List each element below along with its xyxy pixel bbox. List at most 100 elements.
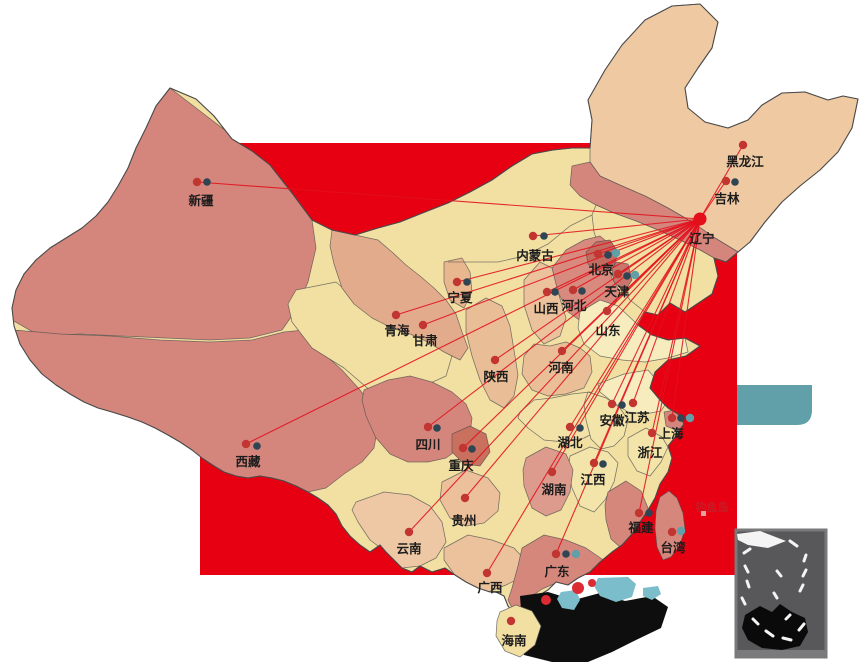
- flow-line-qinghai: [395, 218, 701, 316]
- dot-red-xizang[interactable]: [241, 439, 251, 449]
- dot-cyan-beijing[interactable]: [611, 248, 621, 258]
- dot-red-jiangxi[interactable]: [589, 458, 599, 468]
- dot-red-shandong[interactable]: [602, 306, 612, 316]
- region-taiwan[interactable]: [654, 490, 686, 561]
- dot-red-hainan[interactable]: [506, 616, 516, 626]
- dot-navy-tianjin[interactable]: [623, 272, 631, 280]
- province-label-jiangxi: 江西: [580, 472, 605, 487]
- dot-red-qinghai[interactable]: [391, 310, 401, 320]
- dot-navy-chongqing[interactable]: [468, 445, 476, 453]
- province-label-xinjiang: 新疆: [188, 193, 214, 208]
- province-label-gansu: 甘肃: [412, 333, 438, 348]
- dot-red-hubei[interactable]: [565, 422, 575, 432]
- teal-rounded-box: [737, 385, 812, 425]
- dot-red-chongqing[interactable]: [458, 443, 468, 453]
- dot-red-sichuan[interactable]: [423, 422, 433, 432]
- flow-line-sichuan: [427, 218, 701, 428]
- dot-red-jilin[interactable]: [721, 176, 731, 186]
- dot-red-tianjin[interactable]: [613, 269, 623, 279]
- region-henan[interactable]: [521, 341, 593, 397]
- inset-dash: [742, 547, 752, 555]
- dot-navy-guangdong[interactable]: [562, 550, 570, 558]
- dot-red-gansu[interactable]: [418, 320, 428, 330]
- coast-blob-teal: [557, 590, 580, 610]
- province-label-shanghai: 上海: [658, 426, 684, 441]
- inset-black-island: [742, 604, 808, 650]
- dot-red-zhejiang[interactable]: [647, 428, 657, 438]
- dot-navy-shanghai[interactable]: [677, 414, 685, 422]
- province-label-yunnan: 云南: [396, 541, 422, 556]
- inset-dash: [788, 539, 799, 548]
- flow-line-guangxi: [486, 218, 701, 574]
- province-label-jilin: 吉林: [714, 191, 740, 206]
- dot-navy-xizang[interactable]: [253, 442, 261, 450]
- dot-red-henan[interactable]: [557, 346, 567, 356]
- province-regions: [12, 4, 858, 613]
- dot-navy-anhui[interactable]: [618, 401, 626, 409]
- dot-navy-shanxi[interactable]: [551, 288, 559, 296]
- region-hunan[interactable]: [522, 446, 574, 517]
- hub-dot-liaoning[interactable]: [693, 212, 707, 226]
- dot-red-guangxi[interactable]: [482, 568, 492, 578]
- dot-navy-beijing[interactable]: [604, 251, 612, 259]
- inset-dash: [740, 596, 747, 606]
- dot-navy-sichuan[interactable]: [433, 424, 441, 432]
- province-label-ningxia: 宁夏: [447, 290, 473, 305]
- dot-red-taiwan[interactable]: [667, 527, 677, 537]
- province-label-hainan: 海南: [501, 633, 527, 648]
- flow-line-gansu: [422, 218, 701, 326]
- region-gansu[interactable]: [329, 229, 469, 361]
- dot-red-heilongjiang[interactable]: [738, 140, 748, 150]
- region-guizhou[interactable]: [439, 469, 501, 527]
- region-yunnan[interactable]: [351, 491, 447, 569]
- dot-navy-xinjiang[interactable]: [203, 178, 211, 186]
- dot-cyan-shanghai[interactable]: [685, 413, 695, 423]
- dot-navy-jilin[interactable]: [731, 178, 739, 186]
- inset-dash: [745, 579, 751, 589]
- dot-red-ningxia[interactable]: [452, 277, 462, 287]
- dot-cyan-guangdong[interactable]: [571, 549, 581, 559]
- dot-red-anhui[interactable]: [607, 399, 617, 409]
- flow-line-shanxi: [546, 218, 701, 293]
- province-label-qinghai: 青海: [384, 323, 410, 338]
- dot-navy-hubei[interactable]: [576, 424, 584, 432]
- dot-red-jiangsu[interactable]: [628, 398, 638, 408]
- dot-navy-ningxia[interactable]: [463, 278, 471, 286]
- dot-red-guizhou[interactable]: [460, 493, 470, 503]
- dot-cyan-tianjin[interactable]: [630, 270, 640, 280]
- dot-red-hunan[interactable]: [547, 467, 557, 477]
- region-shaanxi[interactable]: [465, 297, 519, 409]
- inset-bottom-bar: [737, 650, 825, 656]
- diaoyu-label: 钓鱼岛: [696, 500, 729, 514]
- dot-red-shanxi[interactable]: [542, 287, 552, 297]
- province-label-henan: 河南: [548, 360, 574, 375]
- flow-line-xizang: [245, 218, 701, 445]
- region-xinjiang[interactable]: [12, 87, 317, 341]
- province-label-hunan: 湖南: [541, 482, 567, 497]
- flow-line-hunan: [551, 218, 701, 473]
- dot-navy-fujian[interactable]: [645, 509, 653, 517]
- dot-red-yunnan[interactable]: [404, 527, 414, 537]
- dot-red-neimenggu[interactable]: [528, 231, 538, 241]
- flow-line-guangdong: [555, 218, 701, 555]
- dot-red-beijing[interactable]: [593, 249, 603, 259]
- coastal-blobs: [541, 577, 661, 610]
- dot-navy-jiangxi[interactable]: [599, 460, 607, 468]
- dot-red-shaanxi[interactable]: [490, 355, 500, 365]
- dot-red-hebei[interactable]: [568, 285, 578, 295]
- flow-line-shanghai: [671, 218, 701, 419]
- dot-cyan-taiwan[interactable]: [676, 526, 686, 536]
- province-label-zhejiang: 浙江: [637, 445, 663, 460]
- region-hainan[interactable]: [495, 604, 542, 658]
- inset-dash: [781, 636, 793, 642]
- dot-red-fujian[interactable]: [634, 508, 644, 518]
- dot-red-guangdong[interactable]: [551, 549, 561, 559]
- dot-red-shanghai[interactable]: [667, 413, 677, 423]
- south-sea-dark-blob: [520, 592, 668, 662]
- dot-navy-neimenggu[interactable]: [540, 232, 548, 240]
- province-label-shandong: 山东: [595, 323, 621, 338]
- dot-red-xinjiang[interactable]: [192, 177, 202, 187]
- dot-navy-hebei[interactable]: [578, 287, 586, 295]
